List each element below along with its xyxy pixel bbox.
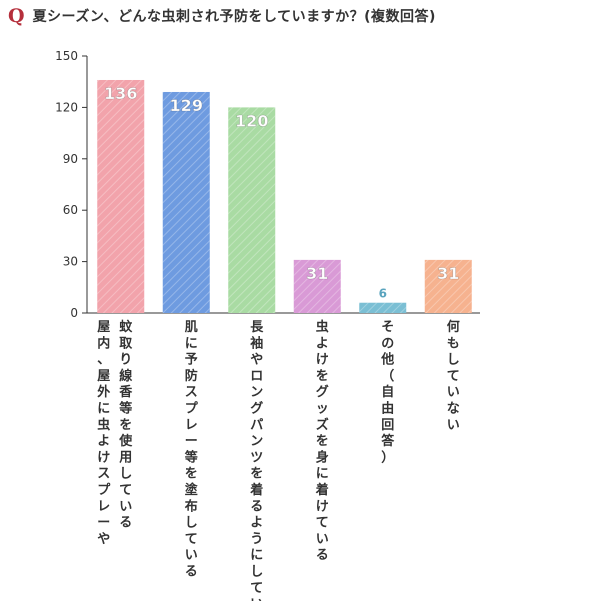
y-tick-label: 120 <box>55 100 78 114</box>
data-label: 136 <box>104 84 137 103</box>
question-header: Q 夏シーズン、どんな虫刺され予防をしていますか？(複数回答) <box>8 4 436 28</box>
bar-stripes <box>228 107 276 314</box>
y-tick-label: 60 <box>63 203 78 217</box>
question-text: 夏シーズン、どんな虫刺され予防をしていますか？(複数回答) <box>32 9 436 25</box>
x-tick-label: 屋内、屋外に虫よけスプレーや <box>96 320 111 547</box>
x-tick-label: 長袖やロングパンツを着るようにしている <box>249 320 264 601</box>
bar-stripes <box>424 259 472 313</box>
bar-stripes <box>293 259 341 313</box>
x-tick-label: 蚊取り線香等を使用している <box>118 319 133 531</box>
data-label: 120 <box>235 111 268 130</box>
y-tick-label: 90 <box>63 152 78 166</box>
bar-stripes <box>97 79 145 313</box>
y-tick-label: 30 <box>63 255 78 269</box>
x-tick-label: 虫よけをグッズを身に着けている <box>315 319 329 563</box>
y-tick-label: 150 <box>55 49 78 63</box>
x-tick-label: その他（自由回答） <box>380 320 395 465</box>
data-label: 129 <box>170 96 203 115</box>
bar-stripes <box>359 302 407 313</box>
axes: 0 30 60 90 120 150 <box>55 49 480 320</box>
q-mark: Q <box>8 5 25 27</box>
bars <box>97 79 472 314</box>
data-label: 31 <box>306 264 328 283</box>
y-tick-label: 0 <box>70 306 78 320</box>
x-tick-label: 何もしていない <box>447 319 460 433</box>
data-label: 31 <box>437 264 459 283</box>
bar-stripes <box>162 91 210 313</box>
data-label: 6 <box>379 287 387 301</box>
x-tick-label: 肌に予防スプレー等を塗布している <box>184 320 199 580</box>
